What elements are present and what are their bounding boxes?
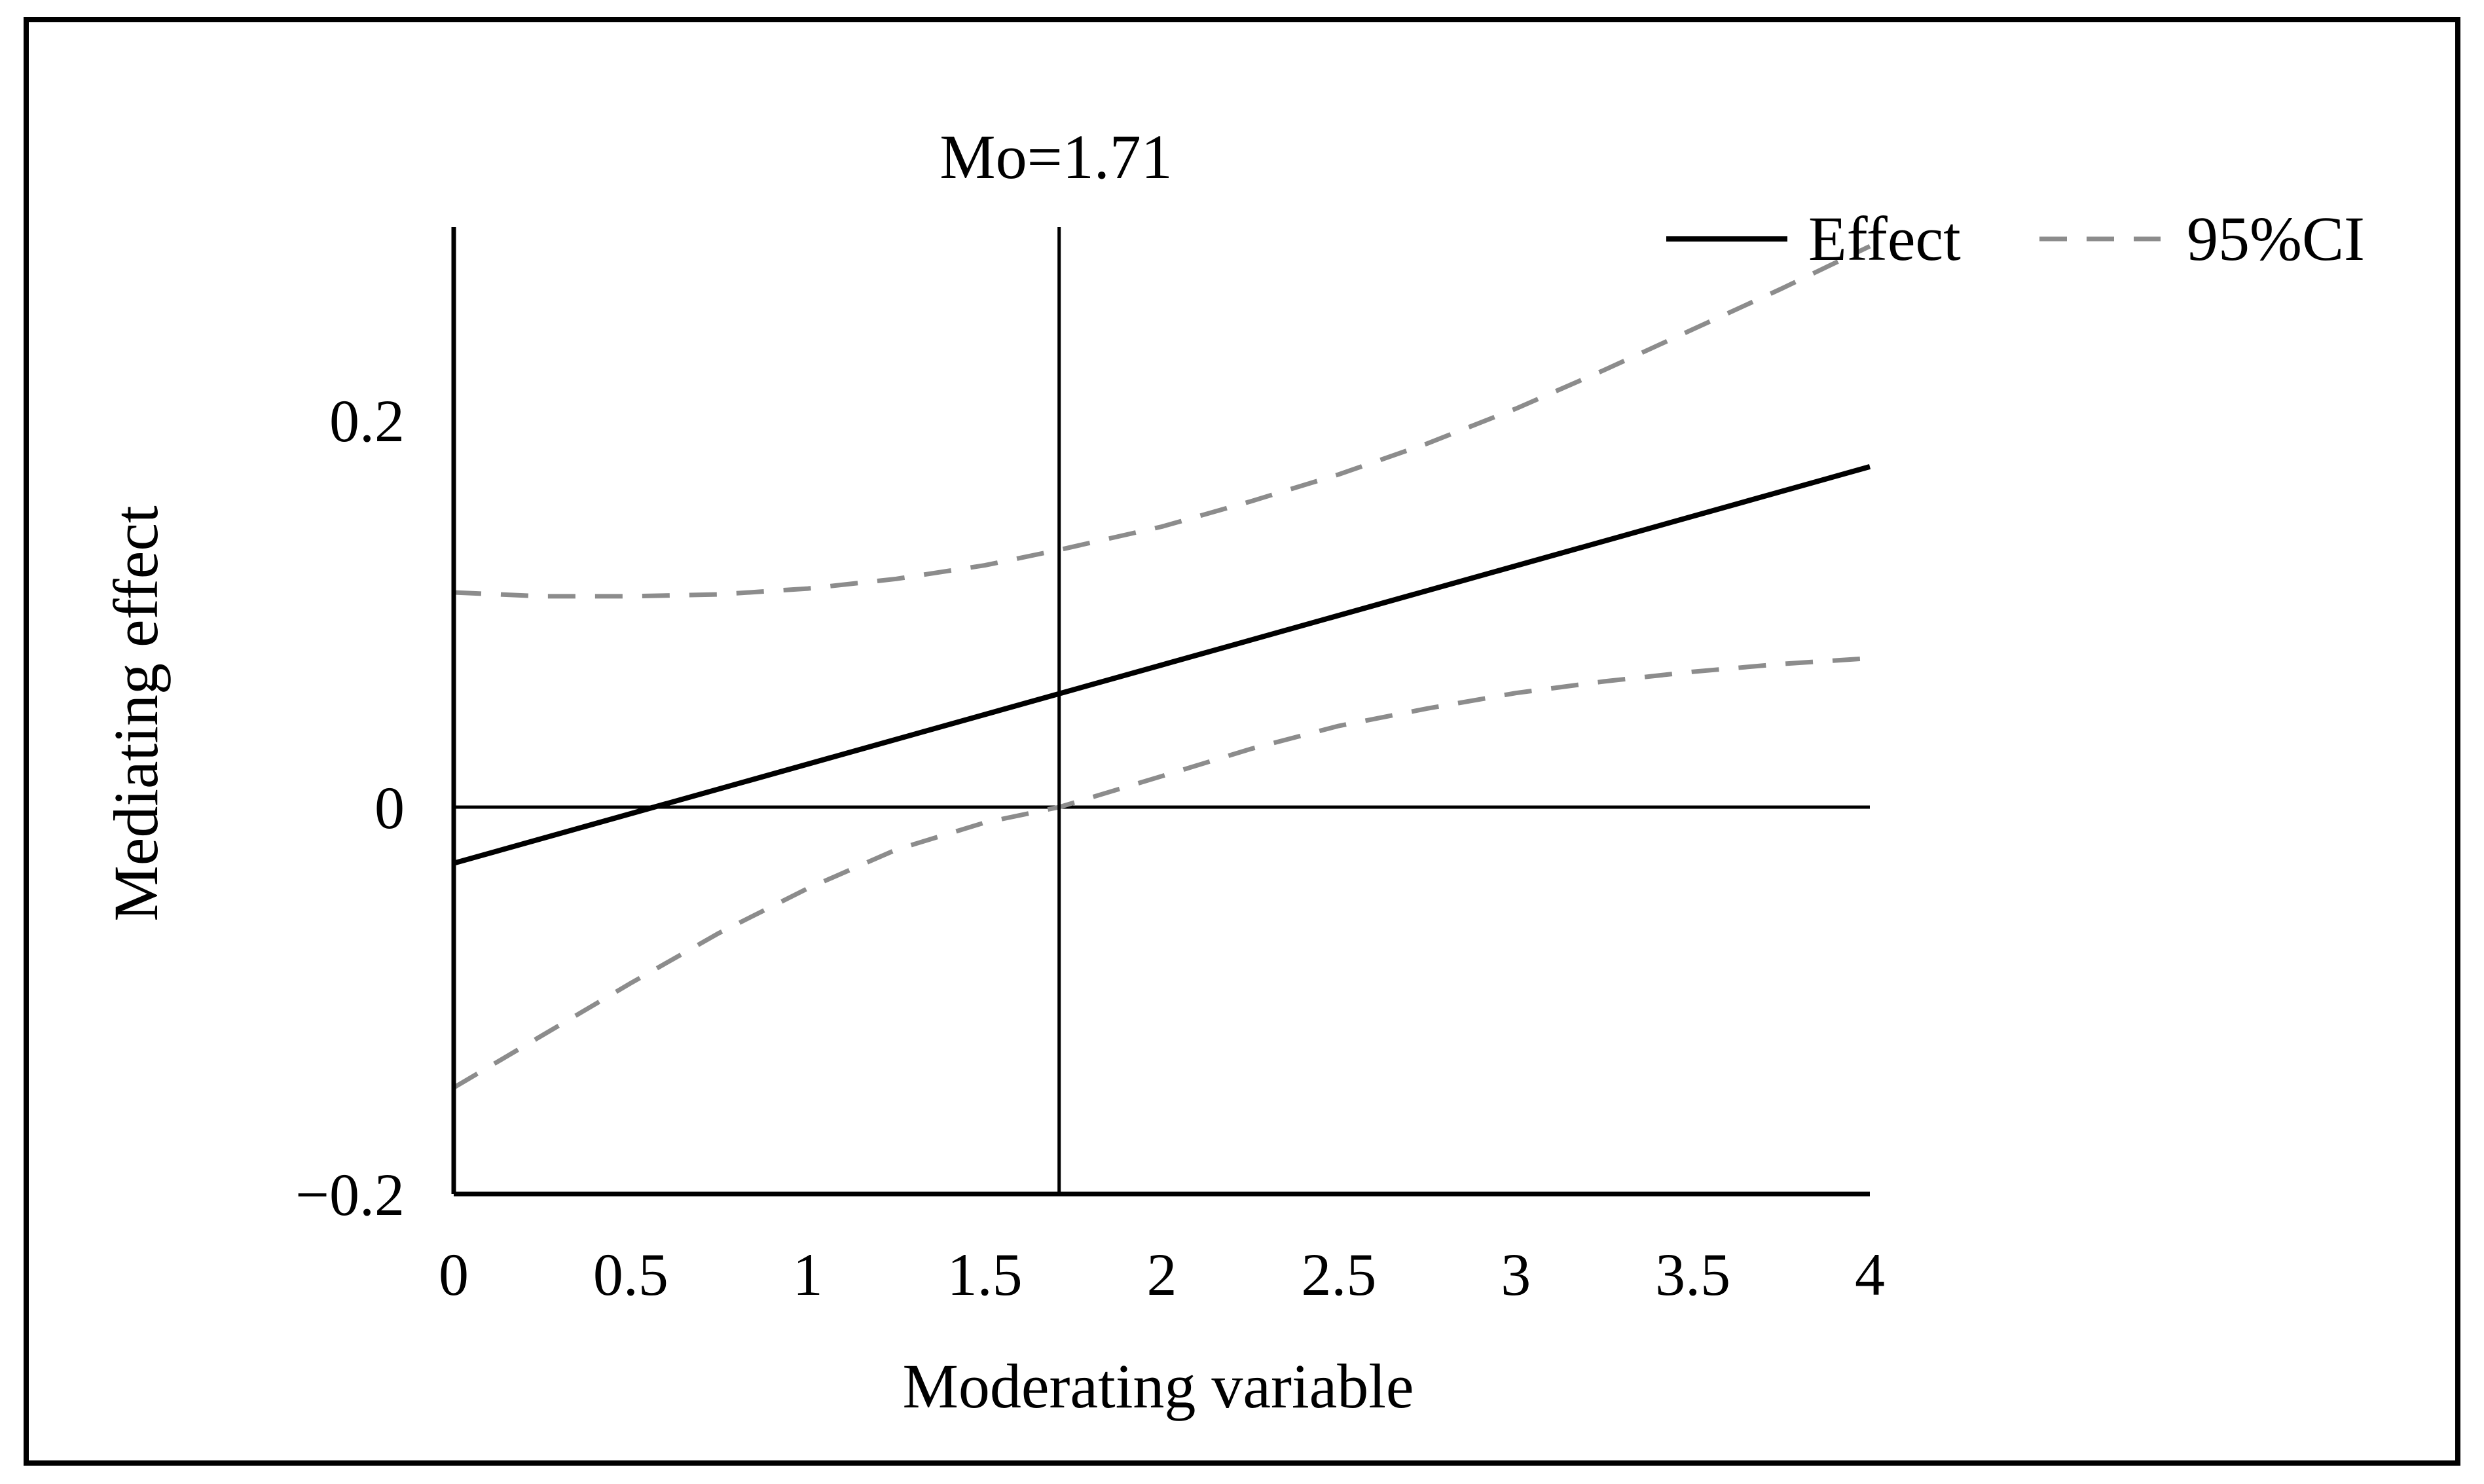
x-tick-label: 0.5 [593,1241,668,1308]
reference-line-label: Mo=1.71 [940,122,1173,192]
y-tick-label: −0.2 [295,1161,405,1228]
figure-border [24,17,2460,1466]
x-tick-label: 1.5 [947,1241,1023,1308]
x-tick-label: 2.5 [1301,1241,1376,1308]
x-tick-label: 3 [1501,1241,1531,1308]
legend-effect-label: Effect [1808,204,1961,274]
x-tick-label: 4 [1855,1241,1885,1308]
x-axis-title: Moderating variable [902,1351,1414,1421]
axes-layer [451,227,1870,1197]
x-tick-label: 3.5 [1655,1241,1730,1308]
y-axis-title: Mediating effect [101,505,171,922]
legend: Effect 95%CI [1666,204,2365,274]
tick-label-layer: 0 0.5 1 1.5 2 2.5 3 3.5 4 −0.2 0 0.2 [295,388,1885,1308]
series-layer [452,244,1871,1090]
y-tick-label: 0 [374,774,405,841]
x-tick-label: 1 [793,1241,823,1308]
legend-ci-label: 95%CI [2187,204,2365,274]
y-tick-label: 0.2 [329,388,405,454]
ci-upper-line [453,244,1871,599]
effect-line [452,464,1871,866]
x-tick-label: 2 [1147,1241,1177,1308]
ci-lower-line [452,656,1871,1090]
x-tick-label: 0 [439,1241,469,1308]
